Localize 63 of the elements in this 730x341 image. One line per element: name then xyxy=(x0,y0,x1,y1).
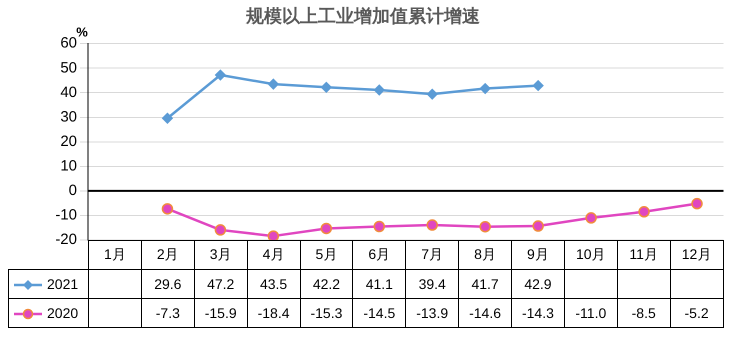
point xyxy=(162,203,174,215)
data-label: -8.5 xyxy=(617,298,670,328)
legend-label: 2020 xyxy=(47,305,78,321)
data-label: -7.3 xyxy=(141,298,194,328)
y-tick-label: -10 xyxy=(55,206,77,224)
data-label: 47.2 xyxy=(194,270,248,298)
y-tick-label: 30 xyxy=(60,108,77,126)
point xyxy=(479,220,491,232)
x-tick-label: 3月 xyxy=(194,240,248,270)
point xyxy=(320,222,332,234)
x-tick-label: 1月 xyxy=(88,240,142,270)
point xyxy=(268,78,279,90)
point xyxy=(162,112,173,124)
x-tick-label: 6月 xyxy=(352,240,406,270)
point xyxy=(374,220,386,232)
y-tick-label: -20 xyxy=(55,231,77,248)
x-tick-label: 12月 xyxy=(670,240,723,270)
y-tick-label: 40 xyxy=(60,84,77,101)
point xyxy=(374,84,385,96)
point xyxy=(532,220,544,232)
point xyxy=(268,230,280,240)
y-tick-label: 10 xyxy=(60,157,77,174)
data-label: -11.0 xyxy=(564,298,618,328)
data-label: 39.4 xyxy=(406,270,459,298)
point xyxy=(638,206,650,218)
data-label: -18.4 xyxy=(247,298,300,328)
point xyxy=(320,82,332,93)
data-label: 43.5 xyxy=(247,270,300,298)
y-tick-label: 60 xyxy=(60,34,77,52)
point xyxy=(426,88,438,100)
data-label: 41.1 xyxy=(352,270,406,298)
data-label: -14.5 xyxy=(352,298,406,328)
point xyxy=(426,219,438,231)
point xyxy=(532,80,544,92)
point xyxy=(480,83,491,94)
x-tick-label: 7月 xyxy=(406,240,459,270)
x-tick-label: 10月 xyxy=(564,240,618,270)
point xyxy=(585,212,597,224)
data-label: -14.6 xyxy=(458,298,512,328)
chart-title: 规模以上工业增加值累计增速 xyxy=(245,6,480,26)
data-label: -15.9 xyxy=(194,298,248,328)
data-label: 42.9 xyxy=(512,270,564,298)
y-tick-label: 50 xyxy=(60,59,77,76)
data-label: 41.7 xyxy=(458,270,512,298)
data-label: -13.9 xyxy=(406,298,459,328)
x-tick-label: 2月 xyxy=(141,240,194,270)
x-tick-label: 4月 xyxy=(247,240,300,270)
x-tick-label: 11月 xyxy=(617,240,670,270)
data-label: -5.2 xyxy=(670,298,723,328)
point xyxy=(214,70,226,81)
y-tick-label: 0 xyxy=(68,182,77,200)
legend-label: 2021 xyxy=(47,276,78,292)
x-tick-label: 5月 xyxy=(300,240,353,270)
y-tick-label: 20 xyxy=(60,132,77,150)
point xyxy=(214,224,226,236)
data-label: -14.3 xyxy=(512,298,564,328)
point xyxy=(691,198,703,210)
x-tick-label: 9月 xyxy=(512,240,564,270)
data-label: 42.2 xyxy=(300,270,353,298)
data-label: -15.3 xyxy=(300,298,353,328)
data-label: 29.6 xyxy=(141,270,194,298)
y-axis-title: % xyxy=(76,24,88,40)
x-tick-label: 8月 xyxy=(458,240,512,270)
